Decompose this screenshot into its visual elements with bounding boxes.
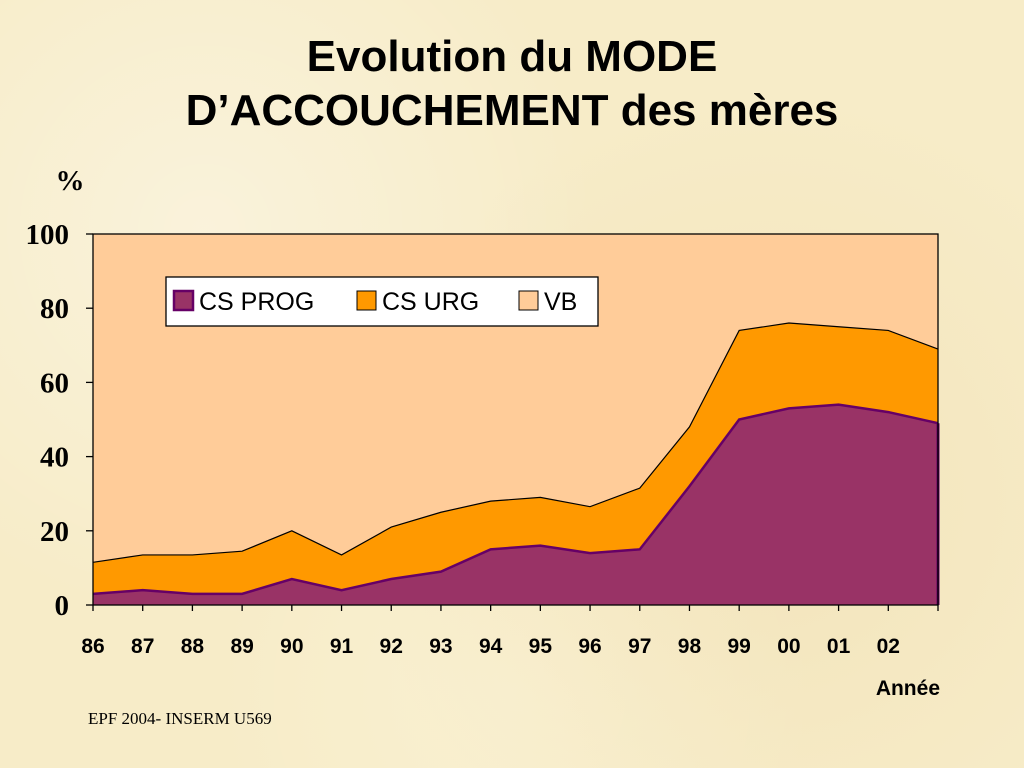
y-tick-label: 20 (40, 516, 69, 548)
y-tick-label: 40 (40, 442, 69, 474)
x-axis-label: Année (876, 677, 940, 700)
title-line-1: Evolution du MODE (306, 32, 718, 81)
x-tick-label: 88 (181, 635, 205, 658)
x-tick-label: 90 (280, 635, 303, 658)
x-tick-label: 01 (827, 635, 851, 658)
x-tick-label: 99 (727, 635, 750, 658)
footer-credit: EPF 2004- INSERM U569 (88, 709, 272, 728)
y-tick-label: 100 (26, 219, 70, 251)
y-tick-label: 60 (40, 367, 69, 399)
legend-swatch-vb (518, 290, 539, 311)
chart-title: Evolution du MODE D’ACCOUCHEMENT des mèr… (0, 30, 1024, 138)
y-tick-label: 80 (40, 293, 69, 325)
legend-label: VB (544, 288, 577, 316)
plot-border (92, 233, 939, 606)
x-tick-label: 93 (429, 635, 452, 658)
area-cs-urg-edge (92, 322, 939, 563)
legend-swatch-cs-prog (172, 289, 195, 312)
x-tick-label: 92 (380, 635, 403, 658)
area-cs-prog (93, 404, 938, 605)
x-tick-label: 91 (330, 635, 354, 658)
legend-label: CS URG (382, 288, 479, 316)
x-tick-label: 02 (877, 635, 900, 658)
x-tick-label: 86 (81, 635, 104, 658)
x-tick-label: 95 (529, 635, 553, 658)
x-tick-label: 87 (131, 635, 154, 658)
area-cs-prog-edge (92, 403, 939, 596)
y-tick-label: 0 (55, 590, 70, 622)
x-tick-label: 00 (777, 635, 800, 658)
legend-swatch-cs-urg (356, 290, 377, 311)
y-axis-label: % (56, 165, 85, 197)
legend-label: CS PROG (199, 288, 314, 316)
legend: CS PROG CS URG VB (165, 276, 599, 327)
x-tick-label: 98 (678, 635, 702, 658)
title-line-2: D’ACCOUCHEMENT des mères (185, 86, 839, 135)
x-tick-label: 89 (230, 635, 253, 658)
x-tick-label: 97 (628, 635, 651, 658)
x-tick-label: 94 (479, 635, 503, 658)
x-tick-label: 96 (578, 635, 601, 658)
